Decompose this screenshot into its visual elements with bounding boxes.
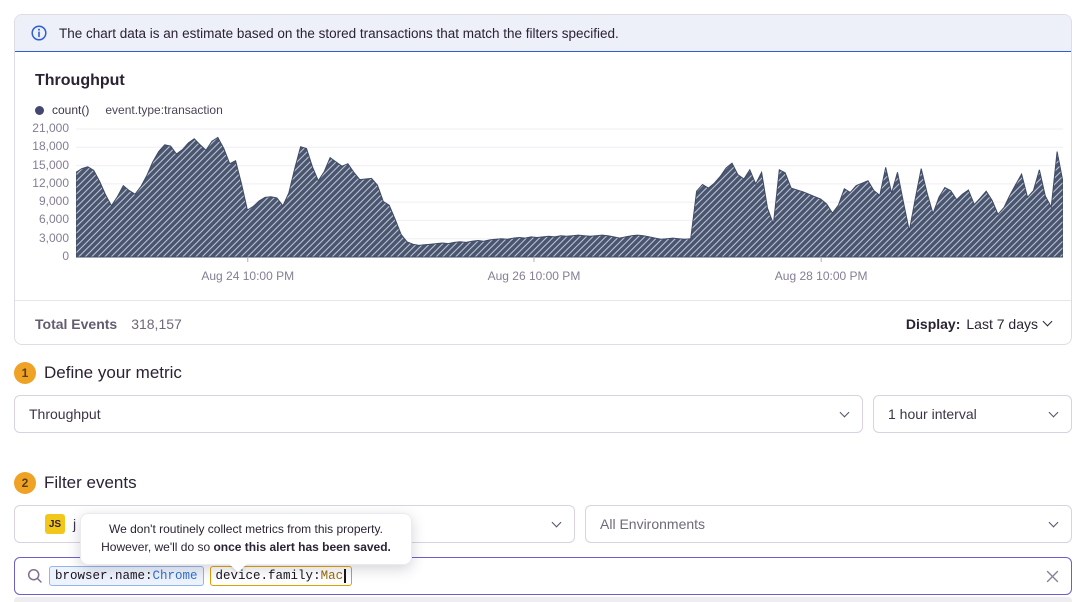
section-define-metric-header: 1 Define your metric [14,362,182,384]
chevron-down-icon [1048,407,1059,417]
tooltip-line2: However, we'll do so once this alert has… [101,540,391,554]
info-icon [31,25,47,41]
chart-title: Throughput [35,72,125,89]
info-banner-text: The chart data is an estimate based on t… [59,25,619,41]
chevron-down-icon [1042,316,1053,327]
y-tick-label: 6,000 [38,212,69,227]
chart-card: The chart data is an estimate based on t… [14,14,1072,345]
section-title: Filter events [44,473,137,492]
chevron-down-icon [1048,517,1059,527]
next-panel-edge [14,597,1072,602]
project-select-value: j [73,516,77,532]
filter-token-browser-name[interactable]: browser.name: Chrome [49,566,204,586]
x-tick-label: Aug 28 10:00 PM [774,269,868,283]
environment-select[interactable]: All Environments [585,505,1072,543]
step-number-badge: 2 [14,472,36,494]
x-tick-label: Aug 26 10:00 PM [487,269,581,283]
interval-select-value: 1 hour interval [888,406,977,422]
metrics-info-tooltip: We don't routinely collect metrics from … [80,513,412,572]
tooltip-arrow [229,564,247,572]
tooltip-line1: We don't routinely collect metrics from … [109,522,383,536]
throughput-chart [75,123,1064,263]
section-title: Define your metric [44,363,182,382]
total-events-label: Total Events [35,315,118,332]
chevron-down-icon [839,407,850,417]
metric-select[interactable]: Throughput [14,395,863,433]
clear-search-button[interactable] [1046,570,1059,583]
x-tick-label: Aug 24 10:00 PM [201,269,295,283]
text-caret [344,569,346,583]
environment-select-value: All Environments [600,516,706,532]
display-label: Display: [905,315,961,332]
y-tick-label: 12,000 [32,175,69,190]
legend-series-label: count() [52,103,90,117]
display-range-dropdown[interactable]: Display: Last 7 days [905,315,1053,332]
y-tick-label: 21,000 [32,121,69,135]
interval-select[interactable]: 1 hour interval [873,395,1072,433]
y-tick-label: 9,000 [38,194,69,209]
metric-select-value: Throughput [29,406,101,422]
display-value: Last 7 days [966,315,1038,332]
y-tick-label: 18,000 [32,139,69,154]
y-tick-label: 3,000 [38,230,69,245]
y-tick-label: 15,000 [32,157,69,172]
chart-footer: Total Events 318,157 Display: Last 7 day… [15,300,1071,346]
y-axis-labels: 21,000 18,000 15,000 12,000 9,000 6,000 3,000 0 [15,121,69,263]
chevron-down-icon [551,517,562,527]
close-icon [1046,570,1059,582]
info-banner: The chart data is an estimate based on t… [15,15,1071,52]
step-number-badge: 1 [14,362,36,384]
x-axis-labels: Aug 24 10:00 PM Aug 26 10:00 PM Aug 28 10:… [76,269,1063,285]
search-icon [27,568,42,583]
legend-filter-label: event.type:transaction [105,103,223,117]
y-tick-label: 0 [62,249,69,263]
throughput-chart-svg [75,128,1064,262]
javascript-platform-icon: JS [45,514,65,534]
section-filter-events-header: 2 Filter events [14,472,137,494]
chart-legend: count() event.type:transaction [35,103,223,117]
total-events-value: 318,157 [131,315,182,332]
series-dot-icon [35,105,44,115]
